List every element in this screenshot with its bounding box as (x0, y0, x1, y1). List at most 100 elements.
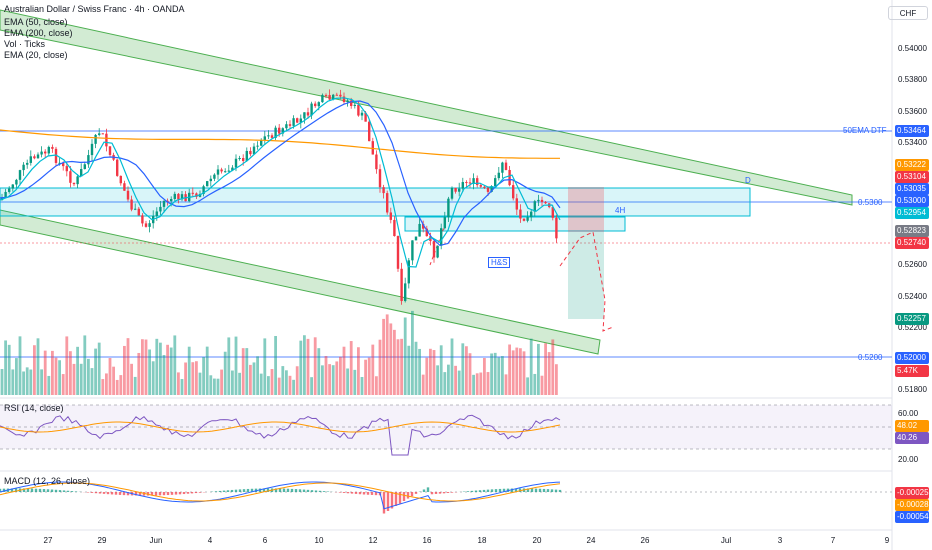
volume-bar (360, 376, 364, 395)
volume-bar (43, 350, 47, 395)
macd-hist-bar (62, 490, 66, 492)
point-d-label[interactable]: D (745, 176, 751, 185)
candle-body (141, 215, 144, 224)
zone-4h[interactable] (404, 216, 626, 232)
candle-body (350, 100, 353, 106)
macd-hist-bar (282, 488, 286, 492)
tf-4h-label[interactable]: 4H (615, 206, 626, 215)
rsi-title[interactable]: RSI (14, close) (4, 403, 64, 413)
legend-ema50[interactable]: EMA (50, close) (4, 17, 68, 27)
candle-body (119, 175, 122, 184)
legend-ema20[interactable]: EMA (20, close) (4, 50, 68, 60)
ema-dtf-label[interactable]: 50EMA DTF (843, 126, 887, 135)
volume-bar (493, 352, 497, 395)
macd-signal-line[interactable] (0, 482, 561, 502)
volume-bar (475, 373, 479, 395)
volume-bar (339, 356, 342, 395)
volume-bar (537, 343, 540, 395)
macd-hist-bar (474, 490, 478, 492)
hs-pattern-label[interactable]: H&S (488, 257, 511, 268)
volume-bar (97, 342, 101, 395)
volume-bar (508, 344, 511, 395)
volume-bar (169, 347, 173, 395)
candle-body (483, 186, 486, 188)
macd-hist-bar (422, 489, 426, 492)
channel-lower-band[interactable] (0, 209, 601, 355)
macd-hist-bar (306, 489, 310, 492)
symbol-title[interactable]: Australian Dollar / Swiss Franc · 4h · O… (4, 4, 185, 14)
candle-body (98, 133, 101, 135)
volume-bar (522, 351, 526, 395)
candle-body (310, 103, 313, 116)
volume-bar (436, 365, 439, 395)
macd-hist-bar (494, 489, 498, 492)
macd-hist-bar (118, 492, 122, 495)
macd-title[interactable]: MACD (12, 26, close) (4, 476, 91, 486)
macd-hist-bar (190, 492, 194, 494)
volume-bar (130, 363, 133, 395)
volume-bar (112, 366, 115, 395)
candle-body (335, 94, 338, 96)
volume-bar (83, 335, 87, 395)
position-stop-zone[interactable] (568, 187, 604, 232)
ema20-line[interactable] (0, 97, 561, 268)
volume-bar (407, 345, 411, 395)
legend-ema200[interactable]: EMA (200, close) (4, 28, 73, 38)
volume-bar (299, 340, 303, 395)
candle-body (206, 181, 209, 187)
volume-bar (418, 348, 421, 395)
volume-bar (4, 340, 7, 395)
volume-bars (0, 310, 558, 395)
volume-bar (393, 329, 396, 395)
volume-bar (252, 362, 256, 395)
volume-bar (87, 358, 90, 395)
candle-body (180, 194, 184, 200)
volume-bar (285, 370, 288, 395)
candle-body (422, 223, 425, 229)
macd-hist-bar (358, 492, 362, 495)
candle-body (386, 193, 389, 213)
volume-bar (400, 338, 403, 395)
currency-button[interactable]: CHF (888, 6, 928, 20)
macd-hist-bar (0, 488, 2, 492)
macd-hist-bar (554, 489, 558, 492)
legend-volume[interactable]: Vol · Ticks (4, 39, 46, 49)
volume-bar (501, 356, 504, 395)
volume-bar (119, 375, 123, 395)
volume-bar (461, 343, 465, 395)
volume-bar (270, 369, 274, 395)
position-target-zone[interactable] (568, 232, 604, 319)
volume-bar (29, 369, 33, 395)
volume-bar (450, 338, 454, 395)
candle-body (270, 135, 274, 138)
rsi-line[interactable] (0, 414, 561, 456)
zone-daily[interactable] (0, 187, 751, 217)
channel-upper-band[interactable] (0, 9, 853, 206)
candle-body (227, 170, 230, 172)
candle-body (274, 127, 277, 138)
macd-hist-bar (42, 489, 46, 492)
volume-bar (144, 339, 148, 395)
candle-body (396, 236, 400, 269)
projected-path[interactable] (559, 231, 614, 332)
candle-body (249, 150, 252, 155)
candle-body (90, 143, 94, 156)
candle-body (540, 199, 544, 203)
rsi-ma-line[interactable] (0, 421, 561, 433)
candle-body (353, 104, 356, 106)
volume-bar (519, 348, 522, 395)
macd-hist-bar (178, 492, 182, 495)
ema200-line[interactable] (0, 129, 560, 159)
price-label-ema20: 0.52954 (895, 207, 929, 219)
level-5300-label[interactable]: 0.5300 (858, 198, 883, 207)
macd-hist-bar (246, 488, 250, 492)
candle-body (238, 158, 241, 160)
macd-hist-bar (38, 488, 42, 492)
hs-neckline-left[interactable] (429, 224, 446, 266)
macd-hist-bar (222, 490, 226, 492)
candle-body (292, 118, 295, 126)
macd-line[interactable] (0, 481, 561, 510)
time-tick: Jul (720, 536, 732, 545)
level-5200-label[interactable]: 0.5200 (858, 353, 883, 362)
